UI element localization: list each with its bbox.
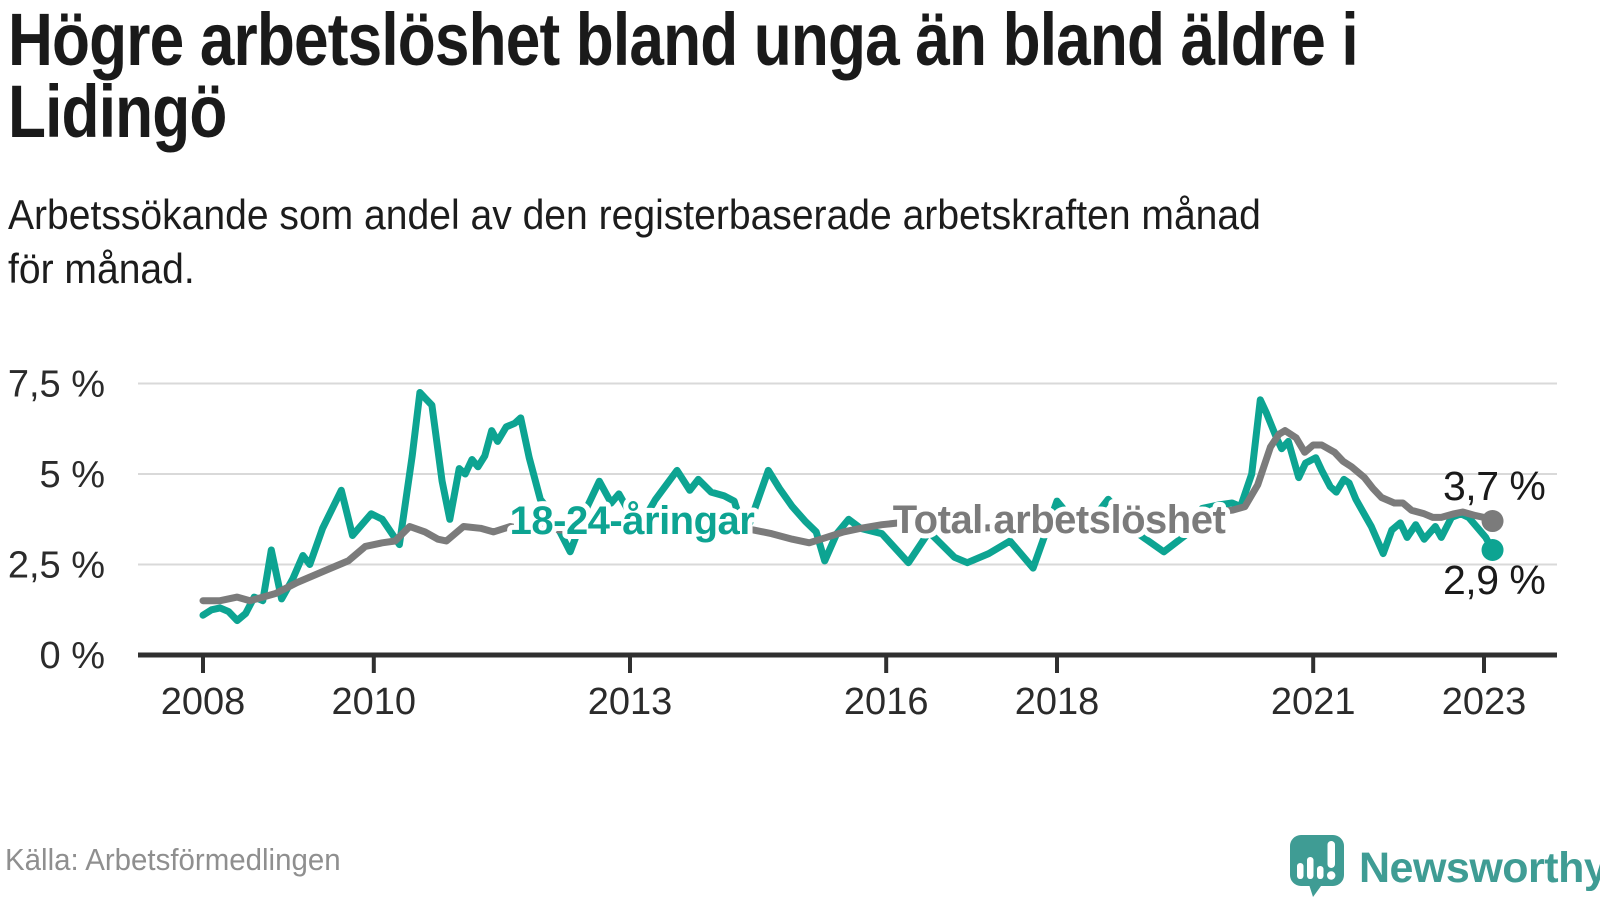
title-line-1: Högre arbetslöshet bland unga än bland ä… (8, 0, 1359, 81)
x-axis-tick-label: 2013 (588, 681, 673, 723)
series-end-dot-youth (1481, 539, 1504, 562)
newsworthy-wordmark: Newsworthy (1359, 843, 1600, 892)
end-value-label: 3,7 % (1443, 463, 1545, 509)
x-axis-tick-label: 2023 (1442, 681, 1527, 723)
title-line-2: Lidingö (8, 70, 227, 153)
x-axis-tick-label: 2016 (844, 681, 929, 723)
y-axis-tick-label: 2,5 % (8, 545, 105, 587)
y-axis-tick-label: 0 % (40, 635, 105, 677)
newsworthy-logo: Newsworthy (1288, 834, 1600, 902)
chart-subtitle: Arbetssökande som andel av den registerb… (8, 188, 1355, 296)
series-inline-label: 18-24-åringar (510, 499, 755, 543)
x-axis-tick-label: 2021 (1271, 681, 1356, 723)
x-axis-tick-label: 2008 (161, 681, 246, 723)
subtitle-line-2: för månad. (8, 245, 195, 292)
subtitle-line-1: Arbetssökande som andel av den registerb… (8, 191, 1261, 238)
series-line-youth (199, 389, 1496, 625)
x-axis-tick-label: 2018 (1015, 681, 1100, 723)
series-line-total (199, 427, 1496, 605)
end-value-label: 2,9 % (1443, 557, 1545, 603)
series-inline-label: Total arbetslöshet (893, 498, 1226, 542)
y-axis-tick-label: 5 % (40, 454, 105, 496)
y-axis-tick-label: 7,5 % (8, 364, 105, 406)
page-title: Högre arbetslöshet bland unga än bland ä… (8, 0, 1600, 153)
series-end-dot-total (1481, 510, 1504, 533)
x-axis-tick-label: 2010 (332, 681, 417, 723)
newsworthy-speech-bubble-bar-chart-icon (1288, 834, 1346, 902)
source-attribution: Källa: Arbetsförmedlingen (5, 842, 341, 877)
